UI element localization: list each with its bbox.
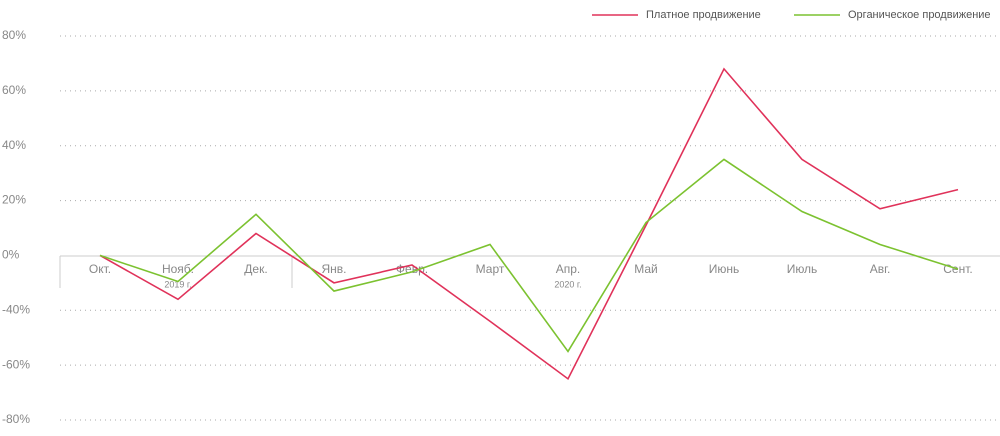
year-label: 2020 г.: [554, 279, 581, 289]
line-series: [99, 158, 959, 353]
x-tick-label: Июль: [787, 262, 818, 276]
y-tick-label: 20%: [2, 193, 26, 207]
line-series: [99, 67, 959, 381]
y-tick-label: -40%: [2, 302, 30, 316]
x-tick-label: Июнь: [709, 262, 740, 276]
y-tick-label: -60%: [2, 357, 30, 371]
legend-label: Органическое продвижение: [848, 9, 991, 21]
y-tick-label: 40%: [2, 138, 26, 152]
x-tick-label: Март: [476, 262, 505, 276]
x-tick-label: Окт.: [89, 262, 111, 276]
x-tick-label: Нояб.: [162, 262, 194, 276]
x-tick-label: Дек.: [244, 262, 267, 276]
x-tick-label: Сент.: [943, 262, 972, 276]
x-tick-label: Апр.: [556, 262, 581, 276]
x-tick-label: Янв.: [321, 262, 346, 276]
x-tick-label: Февр.: [396, 262, 428, 276]
y-tick-label: 80%: [2, 28, 26, 42]
y-tick-label: -80%: [2, 412, 30, 426]
legend-label: Платное продвижение: [646, 9, 761, 21]
x-tick-label: Авг.: [870, 262, 891, 276]
x-tick-label: Май: [634, 262, 658, 276]
y-tick-label: 60%: [2, 83, 26, 97]
year-label: 2019 г.: [164, 279, 191, 289]
y-tick-label: 0%: [2, 248, 20, 262]
legend: Платное продвижение Органическое продвиже…: [592, 9, 991, 21]
